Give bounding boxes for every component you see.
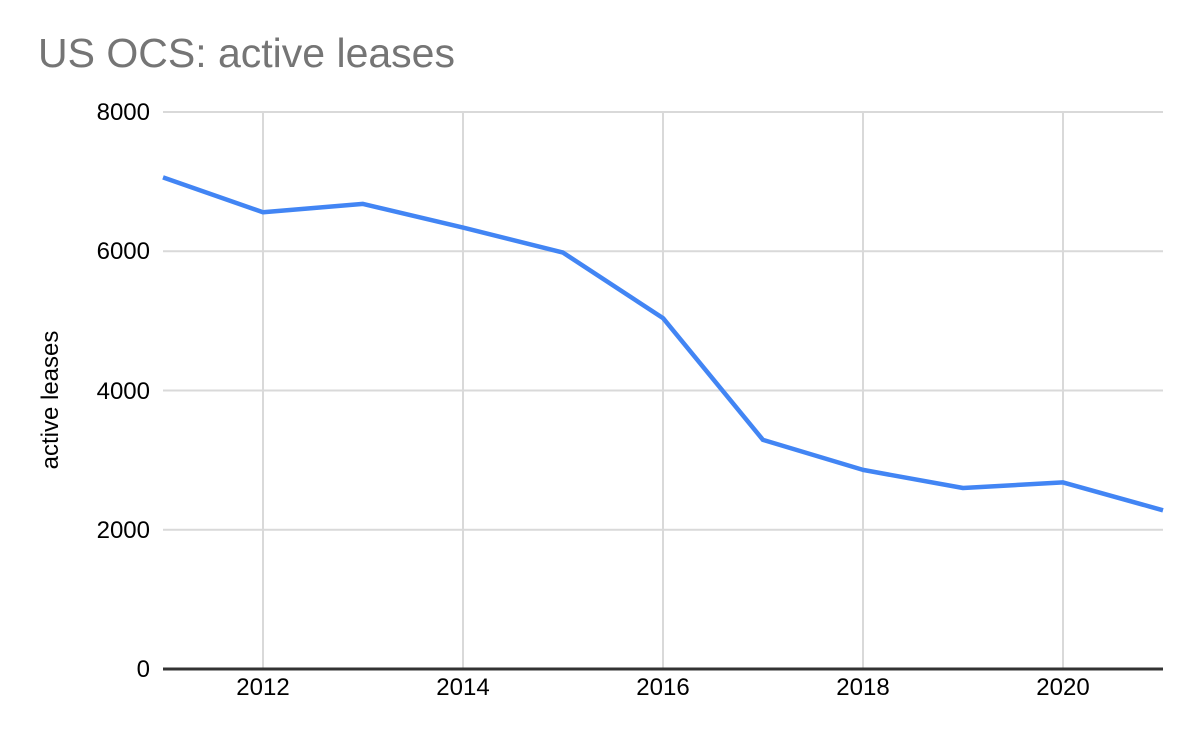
x-tick-label: 2018	[836, 674, 890, 701]
x-tick-label: 2016	[636, 674, 690, 701]
y-tick-label: 6000	[96, 238, 150, 266]
x-tick-label: 2012	[236, 674, 290, 701]
y-tick-label: 0	[136, 656, 150, 683]
chart-title: US OCS: active leases	[38, 30, 455, 76]
y-tick-label: 8000	[96, 99, 150, 126]
x-tick-label: 2020	[1036, 674, 1090, 701]
x-tick-label: 2014	[436, 674, 490, 701]
data-line-active-leases	[162, 175, 1164, 513]
y-tick-label: 4000	[96, 377, 150, 405]
y-tick-label: 2000	[96, 516, 150, 544]
